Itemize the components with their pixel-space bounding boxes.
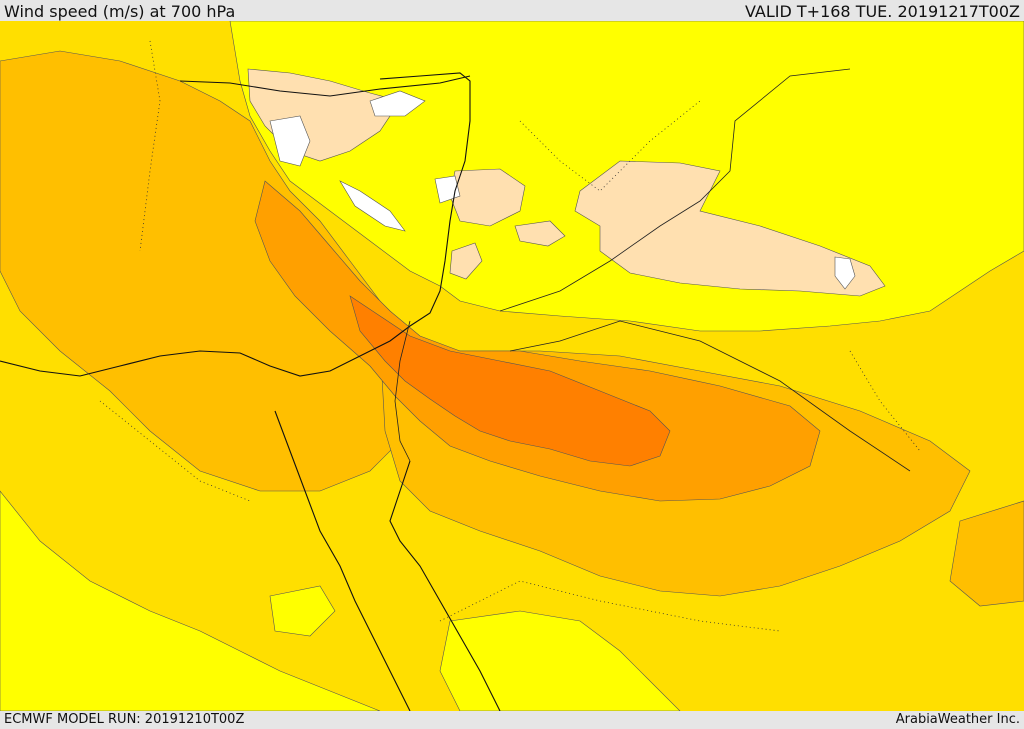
wind-zone-light-orange-corridor xyxy=(254,180,821,502)
map-title: Wind speed (m/s) at 700 hPa xyxy=(4,2,236,21)
brand-credit: ArabiaWeather Inc. xyxy=(895,712,1020,727)
wind-zone-pale-levant xyxy=(449,168,526,227)
model-run: ECMWF MODEL RUN: 20191210T00Z xyxy=(4,712,245,727)
border-eastern xyxy=(499,68,851,312)
bottom-bar xyxy=(0,711,1024,729)
border-egypt xyxy=(394,320,411,462)
boundary-dotted-2 xyxy=(99,400,781,632)
wind-zone-pale-small xyxy=(514,220,566,247)
coastline-red-sea-west xyxy=(274,410,411,711)
wind-zone-white-1 xyxy=(269,115,311,167)
wind-zone-amber-east xyxy=(949,500,1024,607)
wind-zone-yellow-patch xyxy=(269,585,336,637)
coastline-red-sea-east xyxy=(389,460,501,711)
wind-zone-white-2 xyxy=(369,90,426,117)
wind-zone-pale-east xyxy=(574,160,886,297)
wind-zone-orange-core xyxy=(349,295,671,467)
top-bar xyxy=(0,0,1024,21)
border-southern xyxy=(509,320,911,472)
wind-zone-yellow-south xyxy=(439,610,681,711)
valid-time: VALID T+168 TUE. 20191217T00Z xyxy=(744,2,1020,21)
wind-speed-map xyxy=(0,21,1024,711)
wind-zone-yellow-southwest xyxy=(0,490,381,711)
boundary-dotted-1 xyxy=(139,40,921,452)
coastline-anatolia xyxy=(179,75,471,97)
wind-zone-white-5 xyxy=(834,256,856,290)
coastline-mediterranean xyxy=(0,72,471,377)
wind-zone-white-3 xyxy=(339,180,406,232)
wind-zone-pale-patch xyxy=(449,242,483,280)
